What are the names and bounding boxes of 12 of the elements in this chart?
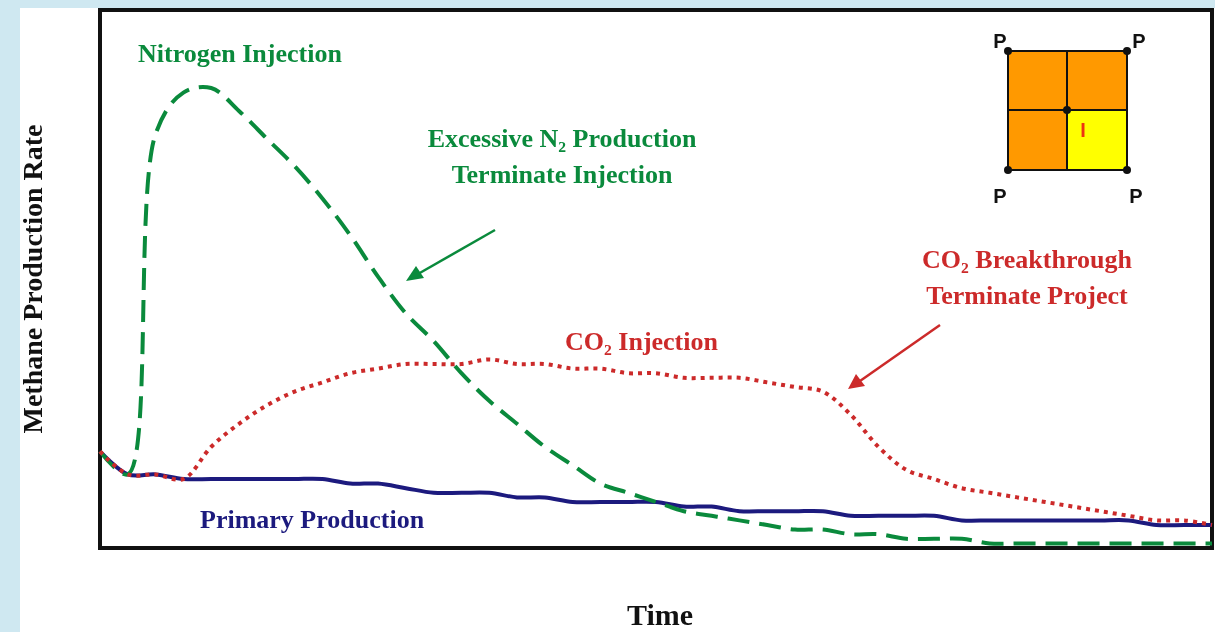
- x-axis-title: Time: [626, 598, 694, 631]
- annotation: P: [993, 185, 1007, 207]
- text: P: [1132, 30, 1146, 52]
- y-axis-title: Methane Production Rate: [17, 124, 48, 434]
- series-label: Primary Production: [200, 505, 425, 534]
- annotation: P: [1129, 185, 1143, 207]
- series-label: Nitrogen Injection: [138, 39, 343, 68]
- text: P: [993, 30, 1007, 52]
- annotation: I: [1080, 119, 1086, 141]
- annotation: Excessive N₂ Production Terminate Injection: [427, 124, 697, 189]
- series-label: CO₂ Injection: [565, 327, 719, 356]
- annotation: CO₂ Breakthrough Terminate Project: [922, 245, 1133, 310]
